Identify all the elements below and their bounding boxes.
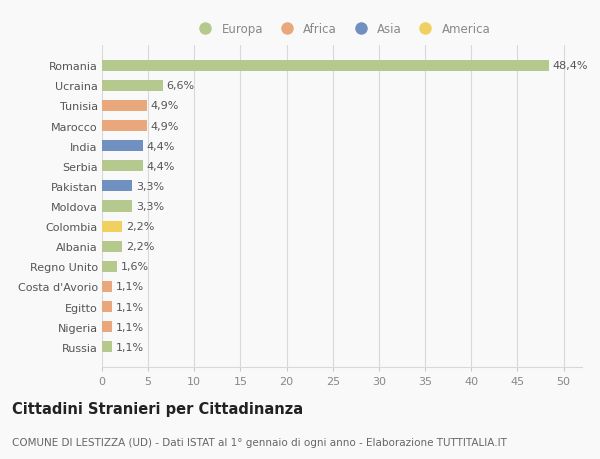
Bar [102, 101, 147, 112]
Text: 4,4%: 4,4% [146, 141, 175, 151]
Text: Cittadini Stranieri per Cittadinanza: Cittadini Stranieri per Cittadinanza [12, 401, 303, 416]
Bar [102, 201, 133, 212]
Bar [102, 341, 112, 353]
Bar [102, 241, 122, 252]
Bar [102, 261, 117, 272]
Bar [102, 321, 112, 332]
Bar [102, 141, 143, 152]
Bar [102, 61, 549, 72]
Text: 2,2%: 2,2% [126, 222, 154, 232]
Text: 1,1%: 1,1% [116, 282, 144, 292]
Text: 1,1%: 1,1% [116, 302, 144, 312]
Text: 4,9%: 4,9% [151, 121, 179, 131]
Bar [102, 302, 112, 313]
Text: 2,2%: 2,2% [126, 242, 154, 252]
Text: 4,4%: 4,4% [146, 162, 175, 171]
Text: COMUNE DI LESTIZZA (UD) - Dati ISTAT al 1° gennaio di ogni anno - Elaborazione T: COMUNE DI LESTIZZA (UD) - Dati ISTAT al … [12, 437, 507, 447]
Text: 1,6%: 1,6% [121, 262, 149, 272]
Bar [102, 121, 147, 132]
Bar [102, 161, 143, 172]
Text: 3,3%: 3,3% [136, 202, 164, 212]
Bar [102, 221, 122, 232]
Bar [102, 181, 133, 192]
Text: 1,1%: 1,1% [116, 322, 144, 332]
Legend: Europa, Africa, Asia, America: Europa, Africa, Asia, America [193, 23, 491, 36]
Text: 6,6%: 6,6% [167, 81, 195, 91]
Bar [102, 81, 163, 92]
Text: 48,4%: 48,4% [553, 61, 588, 71]
Bar [102, 281, 112, 292]
Text: 3,3%: 3,3% [136, 181, 164, 191]
Text: 4,9%: 4,9% [151, 101, 179, 111]
Text: 1,1%: 1,1% [116, 342, 144, 352]
